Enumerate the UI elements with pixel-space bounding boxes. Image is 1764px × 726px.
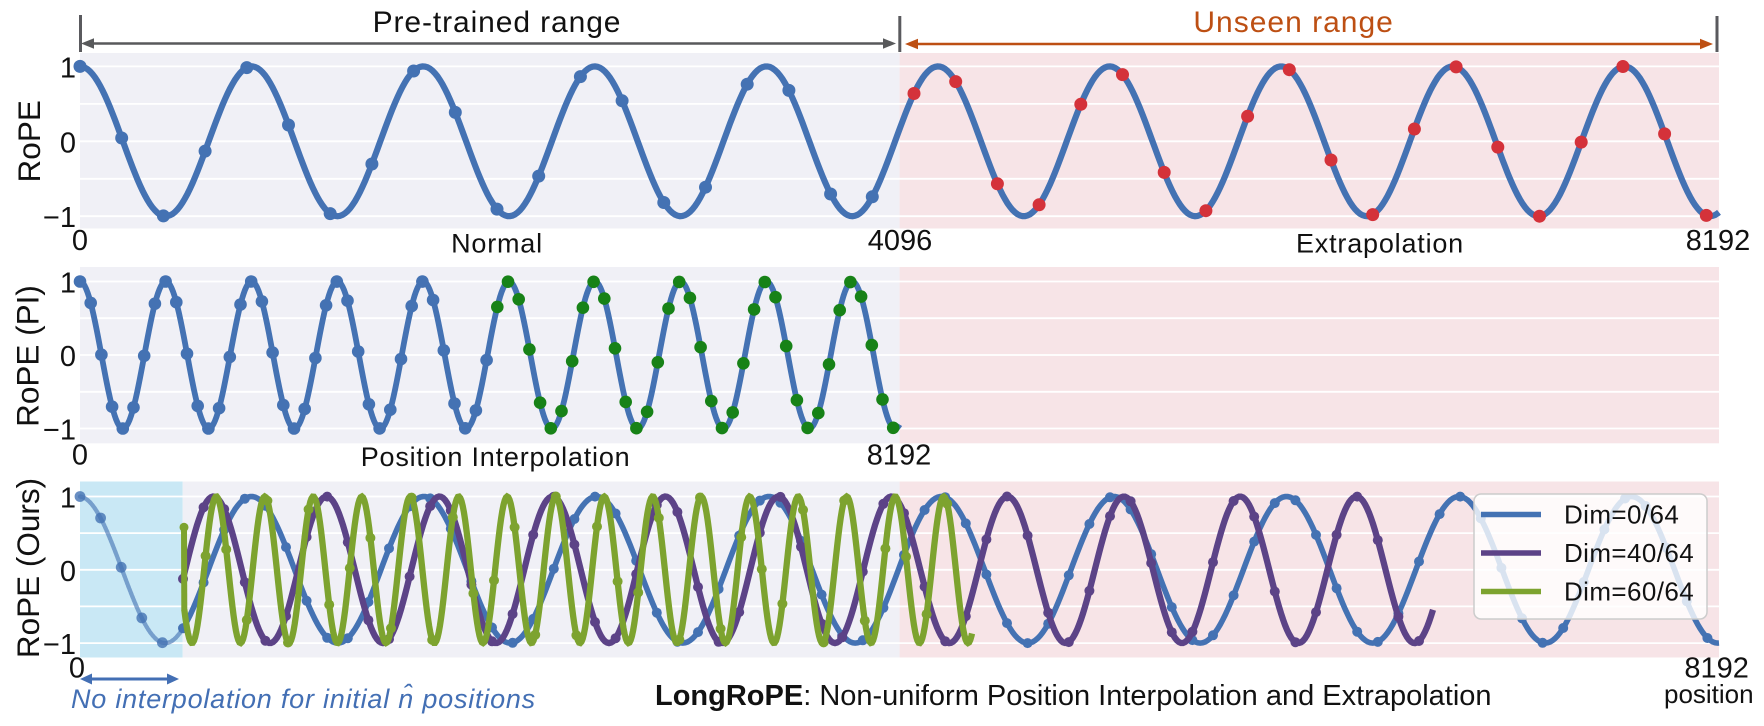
svg-text:1: 1: [60, 268, 76, 300]
svg-text:Pre-trained range: Pre-trained range: [373, 6, 622, 39]
svg-text:8192: 8192: [867, 440, 932, 472]
svg-text:LongRoPE: Non-uniform Position: LongRoPE: Non-uniform Position Interpola…: [655, 680, 1492, 712]
svg-text:Dim=40/64: Dim=40/64: [1564, 538, 1694, 568]
svg-text:Dim=0/64: Dim=0/64: [1564, 500, 1679, 530]
svg-text:0: 0: [72, 225, 88, 257]
svg-text:Unseen range: Unseen range: [1193, 6, 1393, 39]
svg-text:8192: 8192: [1684, 653, 1749, 685]
svg-text:0: 0: [72, 440, 88, 472]
svg-text:−1: −1: [43, 629, 76, 661]
svg-text:8192: 8192: [1686, 225, 1751, 257]
svg-text:−1: −1: [43, 415, 76, 447]
svg-text:0: 0: [60, 127, 76, 159]
svg-text:0: 0: [60, 556, 76, 588]
svg-text:1: 1: [60, 52, 76, 84]
svg-text:0: 0: [69, 653, 85, 685]
svg-text:RoPE (Ours): RoPE (Ours): [10, 478, 46, 658]
svg-text:RoPE (PI): RoPE (PI): [10, 285, 46, 427]
svg-text:No interpolation for initial n: No interpolation for initial n̂ position…: [71, 684, 536, 714]
svg-text:1: 1: [60, 483, 76, 515]
svg-text:RoPE: RoPE: [11, 100, 47, 182]
svg-text:Dim=60/64: Dim=60/64: [1564, 577, 1694, 607]
svg-text:0: 0: [60, 341, 76, 373]
svg-text:4096: 4096: [868, 225, 933, 257]
svg-text:Extrapolation: Extrapolation: [1296, 229, 1464, 259]
svg-text:Normal: Normal: [451, 229, 543, 259]
svg-text:−1: −1: [43, 202, 76, 234]
svg-text:position: position: [1664, 679, 1754, 709]
svg-text:Position Interpolation: Position Interpolation: [361, 442, 631, 472]
